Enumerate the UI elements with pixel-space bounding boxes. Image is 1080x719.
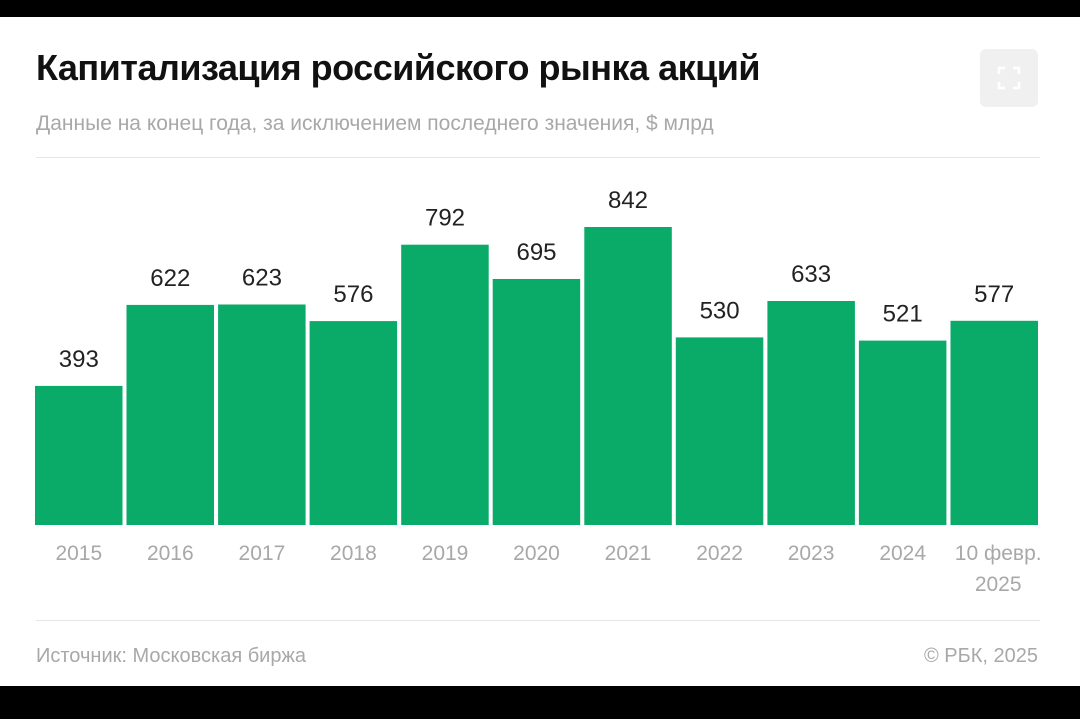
x-tick-label-6: 2021 bbox=[605, 542, 652, 565]
chart-card: Капитализация российского рынка акций Да… bbox=[0, 17, 1080, 686]
source-note: Источник: Московская биржа bbox=[36, 645, 306, 667]
bar-value-label-6: 842 bbox=[608, 187, 648, 214]
bar-10 bbox=[950, 320, 1038, 525]
x-tick-label-4: 2019 bbox=[422, 542, 469, 565]
bar-6 bbox=[584, 227, 672, 525]
x-tick-label-10: 10 февр. 2025 bbox=[955, 542, 1042, 596]
bar-value-label-9: 521 bbox=[883, 301, 923, 328]
chart-subtitle: Данные на конец года, за исключением пос… bbox=[36, 112, 714, 135]
x-tick-label-5: 2020 bbox=[513, 542, 560, 565]
bar-9 bbox=[858, 340, 947, 525]
bar-2 bbox=[218, 304, 306, 525]
bar-chart: 393 2015 622 2016 623 2017 576 2018 792 2019 695 20… bbox=[35, 187, 1042, 596]
bar-value-label-2: 623 bbox=[242, 265, 282, 292]
bar-3 bbox=[309, 321, 398, 525]
x-tick-label-7: 2022 bbox=[696, 542, 743, 565]
x-tick-label-9: 2024 bbox=[879, 542, 926, 565]
bar-value-label-8: 633 bbox=[791, 261, 831, 288]
x-tick-label-0: 2015 bbox=[55, 542, 102, 565]
bar-value-label-4: 792 bbox=[425, 205, 465, 232]
x-tick-label-1: 2016 bbox=[147, 542, 194, 565]
bar-0 bbox=[35, 385, 123, 525]
bar-value-label-3: 576 bbox=[333, 281, 373, 308]
expand-button[interactable] bbox=[980, 49, 1038, 107]
bar-value-label-5: 695 bbox=[516, 239, 556, 266]
bar-4 bbox=[401, 244, 489, 525]
x-tick-label-2: 2017 bbox=[239, 542, 286, 565]
bar-value-label-1: 622 bbox=[150, 265, 190, 292]
bar-8 bbox=[767, 301, 855, 525]
bar-value-label-7: 530 bbox=[700, 297, 740, 324]
bar-5 bbox=[492, 279, 581, 525]
expand-icon bbox=[997, 66, 1021, 90]
header-divider bbox=[36, 157, 1040, 158]
bar-1 bbox=[126, 304, 214, 525]
x-tick-label-3: 2018 bbox=[330, 542, 377, 565]
footer-divider bbox=[36, 620, 1040, 621]
bar-7 bbox=[675, 337, 764, 525]
bar-value-label-0: 393 bbox=[59, 346, 99, 373]
bar-value-label-10: 577 bbox=[974, 281, 1014, 308]
x-tick-label-8: 2023 bbox=[788, 542, 835, 565]
copyright-note: © РБК, 2025 bbox=[923, 645, 1038, 667]
chart-title: Капитализация российского рынка акций bbox=[36, 47, 761, 88]
